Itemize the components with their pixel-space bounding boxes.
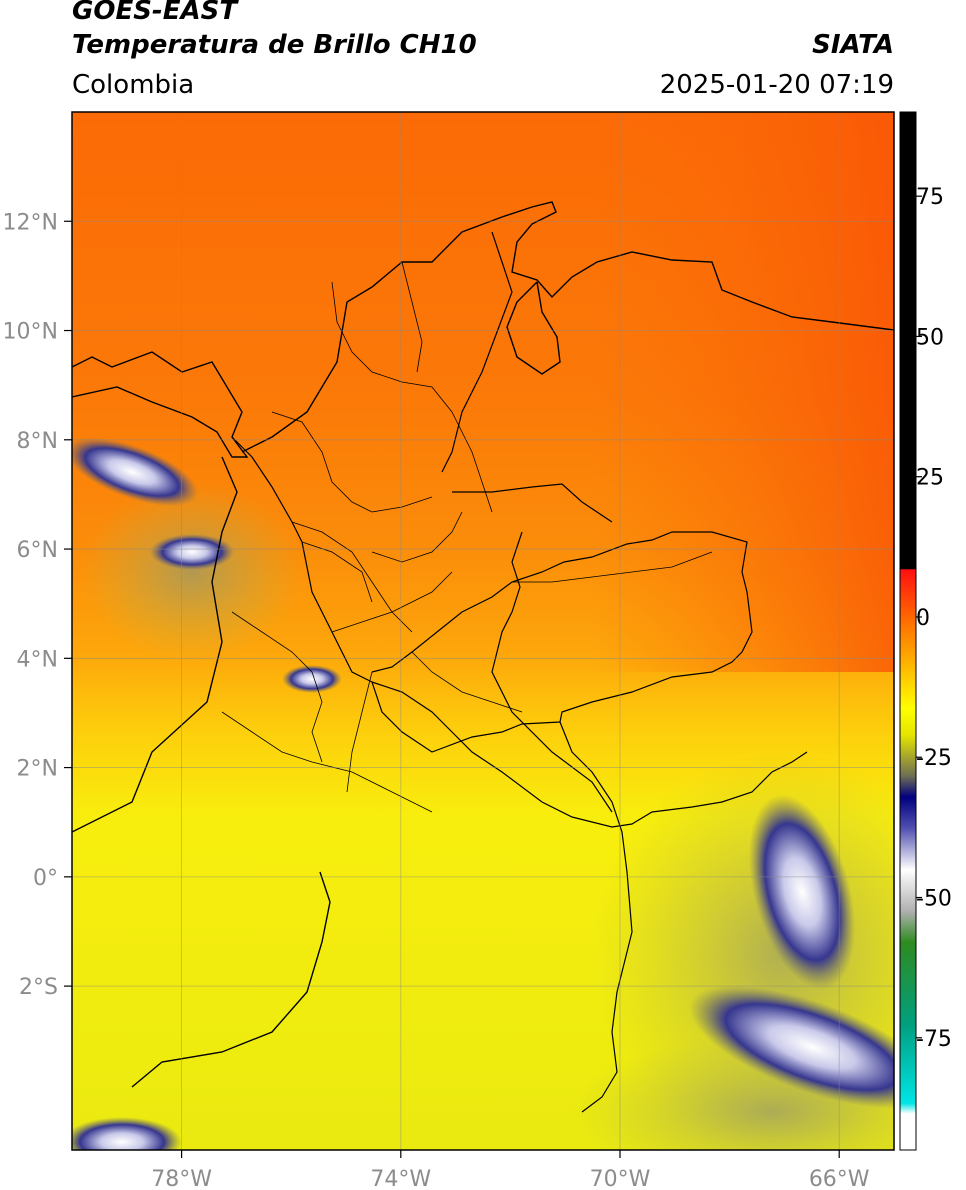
- lat-tick-label: 0°: [33, 866, 58, 891]
- product-title: Temperatura de Brillo CH10: [72, 30, 477, 60]
- colorbar-tick-label: 50: [916, 325, 944, 350]
- lat-tick-label: 6°N: [17, 538, 58, 563]
- haze-pacific: [82, 482, 302, 662]
- cloud-andes: [282, 665, 342, 693]
- colorbar-tick-label: 75: [916, 185, 944, 210]
- longitude-ticks: 78°W 74°W 70°W 66°W: [151, 1150, 870, 1190]
- national-borders: [231, 231, 808, 1113]
- warm-region: [592, 112, 894, 672]
- department-borders: [221, 261, 713, 813]
- cloud-amazon-north: [748, 794, 856, 990]
- colorbar-tick-label: 25: [916, 466, 944, 491]
- cloud-amazon-south: [688, 985, 894, 1109]
- cloud-peru: [72, 1117, 182, 1150]
- colorbar: 75 50 25 0 -25 -50 -75: [899, 111, 952, 1151]
- coastlines: [72, 201, 894, 1088]
- colorbar-ticks: 75 50 25 0 -25 -50 -75: [916, 185, 952, 1052]
- latitude-ticks: 12°N 10°N 8°N 6°N 4°N 2°N 0° 2°S: [3, 210, 72, 1000]
- colorbar-tick-label: -75: [916, 1027, 952, 1052]
- timestamp-label: 2025-01-20 07:19: [659, 70, 894, 100]
- map-frame: [71, 111, 895, 1151]
- cloud-choco: [150, 534, 234, 570]
- lat-tick-label: 12°N: [3, 210, 58, 235]
- colorbar-tick-label: -50: [916, 887, 952, 912]
- lat-tick-label: 2°S: [19, 975, 58, 1000]
- lat-tick-label: 2°N: [17, 757, 58, 782]
- lon-tick-label: 78°W: [151, 1167, 212, 1190]
- lon-tick-label: 70°W: [590, 1167, 651, 1190]
- lon-tick-label: 66°W: [809, 1167, 870, 1190]
- lat-tick-label: 4°N: [17, 647, 58, 672]
- graticule: [72, 112, 894, 1150]
- map-panel[interactable]: 78°W 74°W 70°W 66°W 12°N 10°N 8°N 6°N 4°N 2°N 0° 2…: [3, 111, 895, 1190]
- colorbar-tick-label: 0: [916, 606, 930, 631]
- colorbar-scale: [899, 111, 917, 1151]
- lat-tick-label: 8°N: [17, 429, 58, 454]
- region-label: Colombia: [72, 70, 195, 100]
- cloud-darien: [72, 437, 199, 507]
- lat-tick-label: 10°N: [3, 320, 58, 345]
- lon-tick-label: 74°W: [370, 1167, 431, 1190]
- satellite-title: GOES-EAST: [72, 0, 238, 26]
- colorbar-tick-label: -25: [916, 746, 952, 771]
- source-label: SIATA: [812, 30, 894, 60]
